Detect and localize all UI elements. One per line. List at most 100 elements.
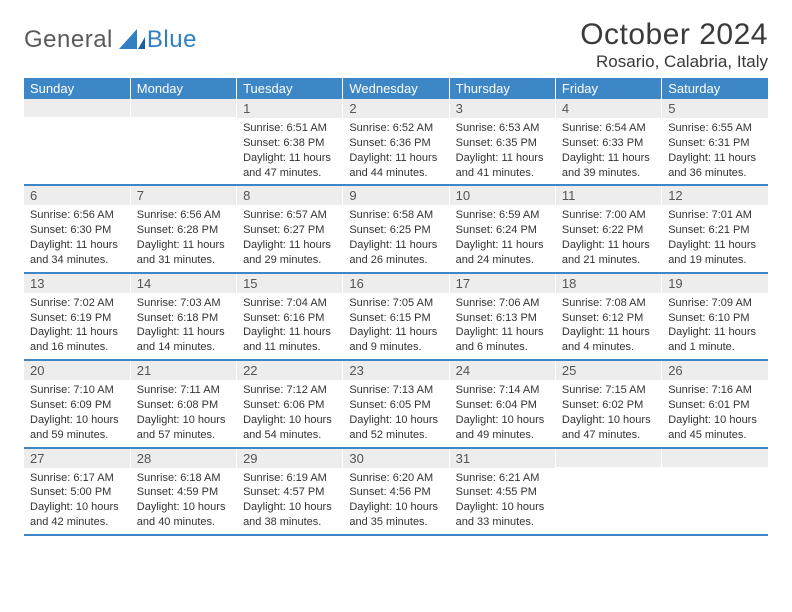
weekday-header: Tuesday bbox=[237, 78, 343, 99]
weekday-header: Sunday bbox=[24, 78, 130, 99]
day-details: Sunrise: 6:56 AMSunset: 6:28 PMDaylight:… bbox=[131, 205, 236, 271]
calendar-row: 27Sunrise: 6:17 AMSunset: 5:00 PMDayligh… bbox=[24, 448, 768, 535]
logo-word2: Blue bbox=[147, 26, 197, 54]
day-number: 30 bbox=[343, 449, 448, 468]
calendar-cell: 10Sunrise: 6:59 AMSunset: 6:24 PMDayligh… bbox=[449, 185, 555, 272]
day-number: 13 bbox=[24, 274, 130, 293]
day-number: 20 bbox=[24, 361, 130, 380]
day-details: Sunrise: 6:57 AMSunset: 6:27 PMDaylight:… bbox=[237, 205, 342, 271]
day-number: 2 bbox=[343, 99, 448, 118]
calendar-cell: 12Sunrise: 7:01 AMSunset: 6:21 PMDayligh… bbox=[662, 185, 768, 272]
day-number: 5 bbox=[662, 99, 768, 118]
location: Rosario, Calabria, Italy bbox=[580, 52, 768, 72]
day-details: Sunrise: 7:02 AMSunset: 6:19 PMDaylight:… bbox=[24, 293, 130, 359]
calendar-row: 6Sunrise: 6:56 AMSunset: 6:30 PMDaylight… bbox=[24, 185, 768, 272]
day-number: 6 bbox=[24, 186, 130, 205]
calendar-cell: 11Sunrise: 7:00 AMSunset: 6:22 PMDayligh… bbox=[555, 185, 661, 272]
day-details: Sunrise: 6:18 AMSunset: 4:59 PMDaylight:… bbox=[131, 468, 236, 534]
day-number: 22 bbox=[237, 361, 342, 380]
weekday-header: Saturday bbox=[662, 78, 768, 99]
day-details: Sunrise: 6:20 AMSunset: 4:56 PMDaylight:… bbox=[343, 468, 448, 534]
calendar-table: Sunday Monday Tuesday Wednesday Thursday… bbox=[24, 78, 768, 536]
day-details: Sunrise: 7:16 AMSunset: 6:01 PMDaylight:… bbox=[662, 380, 768, 446]
day-details: Sunrise: 6:59 AMSunset: 6:24 PMDaylight:… bbox=[450, 205, 555, 271]
day-details: Sunrise: 7:10 AMSunset: 6:09 PMDaylight:… bbox=[24, 380, 130, 446]
calendar-cell: 30Sunrise: 6:20 AMSunset: 4:56 PMDayligh… bbox=[343, 448, 449, 535]
month-title: October 2024 bbox=[580, 18, 768, 52]
calendar-cell: 21Sunrise: 7:11 AMSunset: 6:08 PMDayligh… bbox=[130, 360, 236, 447]
calendar-cell: 8Sunrise: 6:57 AMSunset: 6:27 PMDaylight… bbox=[237, 185, 343, 272]
calendar-cell: 16Sunrise: 7:05 AMSunset: 6:15 PMDayligh… bbox=[343, 273, 449, 360]
day-number: 27 bbox=[24, 449, 130, 468]
logo-word1: General bbox=[24, 26, 113, 54]
calendar-cell: 13Sunrise: 7:02 AMSunset: 6:19 PMDayligh… bbox=[24, 273, 130, 360]
day-details: Sunrise: 7:14 AMSunset: 6:04 PMDaylight:… bbox=[450, 380, 555, 446]
day-number: 7 bbox=[131, 186, 236, 205]
calendar-cell: 31Sunrise: 6:21 AMSunset: 4:55 PMDayligh… bbox=[449, 448, 555, 535]
calendar-cell bbox=[24, 99, 130, 185]
day-number bbox=[662, 449, 768, 467]
calendar-row: 20Sunrise: 7:10 AMSunset: 6:09 PMDayligh… bbox=[24, 360, 768, 447]
day-number: 28 bbox=[131, 449, 236, 468]
day-number bbox=[556, 449, 661, 467]
day-number: 31 bbox=[450, 449, 555, 468]
day-number: 14 bbox=[131, 274, 236, 293]
calendar-row: 13Sunrise: 7:02 AMSunset: 6:19 PMDayligh… bbox=[24, 273, 768, 360]
day-details: Sunrise: 6:19 AMSunset: 4:57 PMDaylight:… bbox=[237, 468, 342, 534]
calendar-cell: 1Sunrise: 6:51 AMSunset: 6:38 PMDaylight… bbox=[237, 99, 343, 185]
weekday-header: Thursday bbox=[449, 78, 555, 99]
calendar-cell: 2Sunrise: 6:52 AMSunset: 6:36 PMDaylight… bbox=[343, 99, 449, 185]
day-number: 26 bbox=[662, 361, 768, 380]
day-number: 15 bbox=[237, 274, 342, 293]
calendar-cell: 18Sunrise: 7:08 AMSunset: 6:12 PMDayligh… bbox=[555, 273, 661, 360]
day-details: Sunrise: 7:03 AMSunset: 6:18 PMDaylight:… bbox=[131, 293, 236, 359]
day-details: Sunrise: 7:08 AMSunset: 6:12 PMDaylight:… bbox=[556, 293, 661, 359]
day-number: 19 bbox=[662, 274, 768, 293]
day-details: Sunrise: 7:11 AMSunset: 6:08 PMDaylight:… bbox=[131, 380, 236, 446]
day-number: 24 bbox=[450, 361, 555, 380]
weekday-header: Friday bbox=[555, 78, 661, 99]
calendar-cell: 29Sunrise: 6:19 AMSunset: 4:57 PMDayligh… bbox=[237, 448, 343, 535]
calendar-cell: 25Sunrise: 7:15 AMSunset: 6:02 PMDayligh… bbox=[555, 360, 661, 447]
calendar-cell: 9Sunrise: 6:58 AMSunset: 6:25 PMDaylight… bbox=[343, 185, 449, 272]
day-details: Sunrise: 6:58 AMSunset: 6:25 PMDaylight:… bbox=[343, 205, 448, 271]
calendar-cell: 3Sunrise: 6:53 AMSunset: 6:35 PMDaylight… bbox=[449, 99, 555, 185]
day-number: 18 bbox=[556, 274, 661, 293]
calendar-cell: 27Sunrise: 6:17 AMSunset: 5:00 PMDayligh… bbox=[24, 448, 130, 535]
day-number: 23 bbox=[343, 361, 448, 380]
calendar-row: 1Sunrise: 6:51 AMSunset: 6:38 PMDaylight… bbox=[24, 99, 768, 185]
day-details: Sunrise: 6:55 AMSunset: 6:31 PMDaylight:… bbox=[662, 118, 768, 184]
day-details: Sunrise: 6:52 AMSunset: 6:36 PMDaylight:… bbox=[343, 118, 448, 184]
calendar-cell: 6Sunrise: 6:56 AMSunset: 6:30 PMDaylight… bbox=[24, 185, 130, 272]
calendar-cell: 28Sunrise: 6:18 AMSunset: 4:59 PMDayligh… bbox=[130, 448, 236, 535]
day-details: Sunrise: 7:01 AMSunset: 6:21 PMDaylight:… bbox=[662, 205, 768, 271]
day-number: 12 bbox=[662, 186, 768, 205]
calendar-cell bbox=[555, 448, 661, 535]
day-number: 3 bbox=[450, 99, 555, 118]
calendar-cell: 23Sunrise: 7:13 AMSunset: 6:05 PMDayligh… bbox=[343, 360, 449, 447]
calendar-cell: 17Sunrise: 7:06 AMSunset: 6:13 PMDayligh… bbox=[449, 273, 555, 360]
day-details: Sunrise: 6:17 AMSunset: 5:00 PMDaylight:… bbox=[24, 468, 130, 534]
day-number: 1 bbox=[237, 99, 342, 118]
weekday-header-row: Sunday Monday Tuesday Wednesday Thursday… bbox=[24, 78, 768, 99]
calendar-cell: 4Sunrise: 6:54 AMSunset: 6:33 PMDaylight… bbox=[555, 99, 661, 185]
day-number: 25 bbox=[556, 361, 661, 380]
calendar-cell: 19Sunrise: 7:09 AMSunset: 6:10 PMDayligh… bbox=[662, 273, 768, 360]
day-number: 21 bbox=[131, 361, 236, 380]
topbar: General Blue October 2024 Rosario, Calab… bbox=[24, 18, 768, 72]
day-number: 10 bbox=[450, 186, 555, 205]
calendar-cell: 22Sunrise: 7:12 AMSunset: 6:06 PMDayligh… bbox=[237, 360, 343, 447]
logo-sail-icon bbox=[119, 27, 145, 54]
day-number: 11 bbox=[556, 186, 661, 205]
day-details: Sunrise: 6:51 AMSunset: 6:38 PMDaylight:… bbox=[237, 118, 342, 184]
day-number: 8 bbox=[237, 186, 342, 205]
calendar-cell: 7Sunrise: 6:56 AMSunset: 6:28 PMDaylight… bbox=[130, 185, 236, 272]
weekday-header: Monday bbox=[130, 78, 236, 99]
calendar-cell: 24Sunrise: 7:14 AMSunset: 6:04 PMDayligh… bbox=[449, 360, 555, 447]
day-number: 17 bbox=[450, 274, 555, 293]
day-details: Sunrise: 7:05 AMSunset: 6:15 PMDaylight:… bbox=[343, 293, 448, 359]
calendar-cell bbox=[662, 448, 768, 535]
day-details: Sunrise: 7:15 AMSunset: 6:02 PMDaylight:… bbox=[556, 380, 661, 446]
day-details: Sunrise: 7:06 AMSunset: 6:13 PMDaylight:… bbox=[450, 293, 555, 359]
day-number: 16 bbox=[343, 274, 448, 293]
